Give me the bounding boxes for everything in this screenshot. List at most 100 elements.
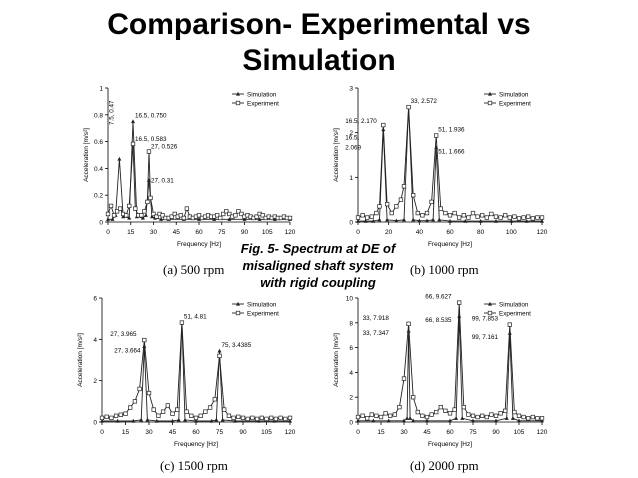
chart-caption-a: (a) 500 rpm (163, 262, 225, 277)
data-point-square (355, 215, 361, 220)
data-point-triangle (145, 417, 150, 422)
data-point-triangle (220, 417, 225, 422)
data-point-square (148, 195, 153, 201)
slide-title-line-1: Comparison- Experimental vs (107, 8, 531, 41)
legend-marker-square (487, 310, 493, 316)
legend-marker-triangle (236, 91, 240, 96)
data-point-square (181, 215, 186, 221)
data-point-square (105, 211, 111, 217)
figure-caption-line: with rigid coupling (260, 275, 376, 290)
data-point-triangle (170, 418, 175, 423)
figure-caption: Fig. 5- Spectrum at DE of misaligned sha… (228, 240, 408, 291)
data-point-triangle (242, 217, 247, 221)
legend-label: Simulation (247, 91, 277, 98)
data-point-square (175, 407, 180, 412)
data-point-square (365, 416, 370, 421)
data-point-square (245, 416, 250, 422)
data-point-square (420, 213, 425, 218)
chart-panel-a: 0 0.2 0.4 0.6 0.8 1 0 15 30 45 60 75 90 105 120 Frequen… (83, 86, 296, 249)
data-point-square (160, 409, 166, 414)
legend-marker-triangle (488, 301, 492, 306)
data-point-square (179, 320, 185, 325)
data-point-square (151, 407, 156, 412)
legend-marker-square (487, 100, 493, 106)
y-axis-title: Acceleration [m/s²] (333, 128, 340, 182)
y-tick-label: 1 (349, 175, 353, 182)
x-tick-label: 30 (150, 229, 158, 236)
data-point-triangle (385, 217, 390, 222)
data-point-square (114, 209, 120, 214)
data-point-square (117, 206, 123, 211)
data-point-square (526, 416, 531, 421)
data-point-square (278, 415, 283, 421)
data-point-square (169, 214, 174, 219)
data-point-square (397, 404, 402, 410)
data-point-square (447, 411, 453, 416)
data-point-triangle (494, 418, 498, 423)
x-tick-label: 30 (145, 429, 153, 436)
x-tick-label: 40 (416, 229, 424, 236)
data-point-square (224, 209, 229, 214)
data-point-triangle (227, 217, 232, 221)
data-point-square (475, 414, 480, 420)
x-tick-label: 30 (400, 429, 408, 436)
data-point-square (443, 210, 448, 216)
data-point-square (108, 203, 114, 209)
data-point-square (457, 215, 462, 220)
data-label: 2.069 (345, 145, 361, 152)
data-point-square (383, 411, 388, 416)
data-point-square (146, 149, 152, 154)
data-label: 27, 3.664 (114, 347, 141, 354)
x-tick-label: 90 (241, 229, 249, 236)
data-point-square (443, 408, 448, 413)
data-point-square (381, 122, 386, 128)
legend-label: Simulation (499, 91, 529, 98)
data-point-square (128, 405, 133, 410)
data-point-triangle (233, 418, 238, 423)
series-line-square (357, 107, 542, 219)
data-point-square (260, 213, 265, 218)
data-point-square (535, 215, 540, 220)
x-tick-label: 120 (285, 429, 296, 436)
data-point-square (420, 413, 425, 418)
x-tick-label: 100 (506, 229, 517, 236)
data-point-square (254, 416, 260, 422)
data-point-triangle (257, 217, 262, 221)
data-point-triangle (356, 418, 360, 423)
data-point-square (207, 405, 213, 410)
y-tick-label: 3 (349, 86, 353, 93)
data-point-triangle (176, 417, 181, 422)
data-point-square (123, 411, 128, 416)
data-point-triangle (463, 218, 468, 223)
data-point-square (507, 322, 512, 327)
y-tick-label: 0.4 (94, 166, 103, 173)
data-point-triangle (494, 218, 498, 223)
data-point-square (507, 215, 512, 220)
legend-marker-triangle (236, 301, 240, 306)
data-point-square (512, 214, 517, 219)
data-point-square (287, 415, 293, 421)
x-tick-label: 20 (385, 229, 393, 236)
data-point-square (178, 213, 183, 218)
x-tick-label: 60 (446, 429, 454, 436)
data-point-triangle (131, 119, 136, 124)
data-point-square (193, 415, 199, 421)
y-tick-label: 0 (99, 220, 103, 227)
data-point-square (215, 213, 220, 218)
legend-label: Experiment (499, 100, 531, 107)
x-tick-label: 105 (261, 429, 272, 436)
data-point-triangle (524, 218, 529, 223)
y-tick-label: 0.6 (94, 139, 103, 146)
data-label: 16.5, 0.750 (135, 113, 167, 120)
data-point-triangle (448, 218, 452, 223)
data-point-triangle (411, 418, 416, 423)
data-label: 16.5, 2.170 (345, 118, 377, 125)
data-point-square (415, 409, 420, 415)
y-tick-label: 6 (93, 296, 97, 303)
data-point-square (142, 337, 147, 343)
data-point-square (160, 213, 165, 218)
y-tick-label: 1 (99, 86, 103, 93)
x-tick-label: 0 (356, 229, 360, 236)
data-point-square (231, 415, 236, 421)
